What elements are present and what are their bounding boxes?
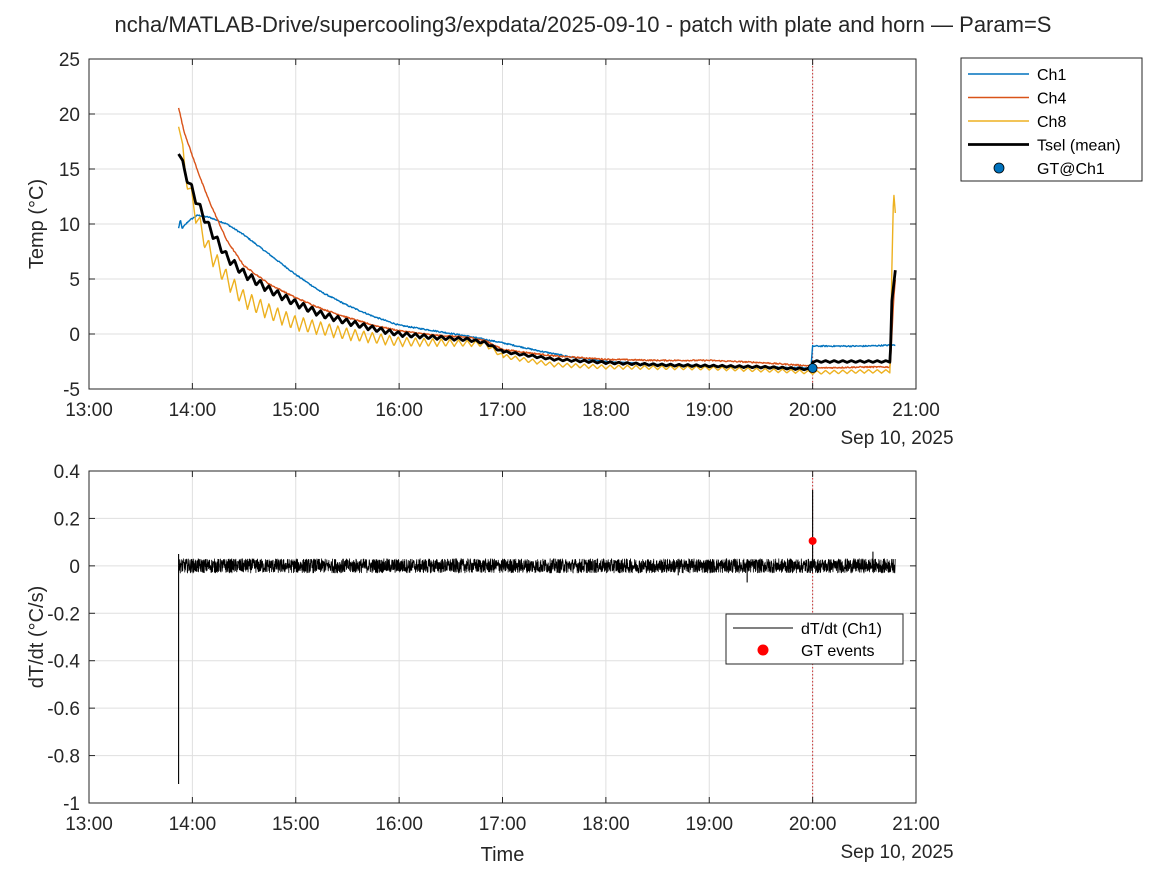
x-tick-label: 19:00	[685, 814, 733, 835]
y-tick-label: 0	[69, 325, 80, 346]
y-tick-label: 20	[59, 105, 80, 126]
y-tick-label: -1	[63, 794, 80, 815]
y-axis-label: Temp (°C)	[26, 179, 48, 269]
temperature-axes: 13:00 14:00 15:00 16:00 17:00 18:00 19:00 20:00…	[26, 50, 1143, 449]
x-tick-label: 20:00	[789, 400, 837, 421]
legend-label: GT events	[801, 643, 875, 660]
x-tick-label: 13:00	[65, 400, 113, 421]
y-tick-label: 5	[69, 270, 80, 291]
x-tick-label: 14:00	[169, 814, 217, 835]
marker-point	[807, 363, 818, 374]
y-tick-label: 0.4	[54, 462, 81, 483]
x-date-label: Sep 10, 2025	[840, 428, 953, 449]
x-tick-label: 16:00	[375, 400, 423, 421]
x-tick-label: 18:00	[582, 814, 630, 835]
legend-label: Tsel (mean)	[1037, 138, 1121, 155]
x-date-label: Sep 10, 2025	[840, 842, 953, 863]
y-tick-label: -0.8	[47, 747, 80, 768]
series-group	[177, 107, 897, 376]
legend-label: dT/dt (Ch1)	[801, 621, 882, 638]
y-tick-label: -0.6	[47, 699, 80, 720]
y-tick-label: 0	[69, 557, 80, 578]
series-line-ch8	[177, 126, 897, 376]
x-tick-label: 21:00	[892, 400, 940, 421]
series-group	[178, 489, 896, 785]
legend-swatch	[993, 162, 1005, 174]
y-axis-label: dT/dt (°C/s)	[26, 586, 48, 688]
x-tick-label: 13:00	[65, 814, 113, 835]
x-tick-label: 19:00	[685, 400, 733, 421]
x-tick-label: 16:00	[375, 814, 423, 835]
y-tick-label: -5	[63, 380, 80, 401]
legend-label: Ch1	[1037, 67, 1066, 84]
marker-point	[808, 536, 817, 545]
y-tick-label: 0.2	[54, 509, 80, 530]
x-tick-label: 14:00	[169, 400, 217, 421]
legend-label: Ch4	[1037, 91, 1066, 108]
derivative-axes: 13:00 14:00 15:00 16:00 17:00 18:00 19:00 20:00…	[26, 462, 954, 866]
x-tick-label: 18:00	[582, 400, 630, 421]
figure-title: ncha/MATLAB-Drive/supercooling3/expdata/…	[115, 12, 1052, 37]
y-tick-label: 15	[59, 160, 80, 181]
series-line-dt-dt-ch1-	[178, 558, 896, 574]
legend-derivative: dT/dt (Ch1) GT events	[725, 613, 904, 665]
x-tick-label: 17:00	[479, 814, 527, 835]
y-tick-label: -0.4	[47, 652, 80, 673]
y-tick-label: 10	[59, 215, 80, 236]
x-tick-label: 17:00	[479, 400, 527, 421]
legend-temperature: Ch1 Ch4 Ch8 Tsel (mean) GT@Ch1	[960, 57, 1143, 182]
legend-label: Ch8	[1037, 114, 1066, 131]
x-tick-label: 20:00	[789, 814, 837, 835]
series-line-ch4	[177, 107, 897, 370]
series-line-tsel-mean-	[177, 153, 897, 372]
legend-swatch	[757, 644, 769, 656]
x-tick-label: 15:00	[272, 400, 320, 421]
x-tick-label: 21:00	[892, 814, 940, 835]
y-tick-label: -0.2	[47, 604, 80, 625]
legend-box	[725, 613, 904, 665]
legend-label: GT@Ch1	[1037, 161, 1105, 178]
x-axis-label: Time	[481, 844, 525, 866]
legend-box	[960, 57, 1143, 182]
y-tick-label: 25	[59, 50, 80, 71]
x-tick-label: 15:00	[272, 814, 320, 835]
